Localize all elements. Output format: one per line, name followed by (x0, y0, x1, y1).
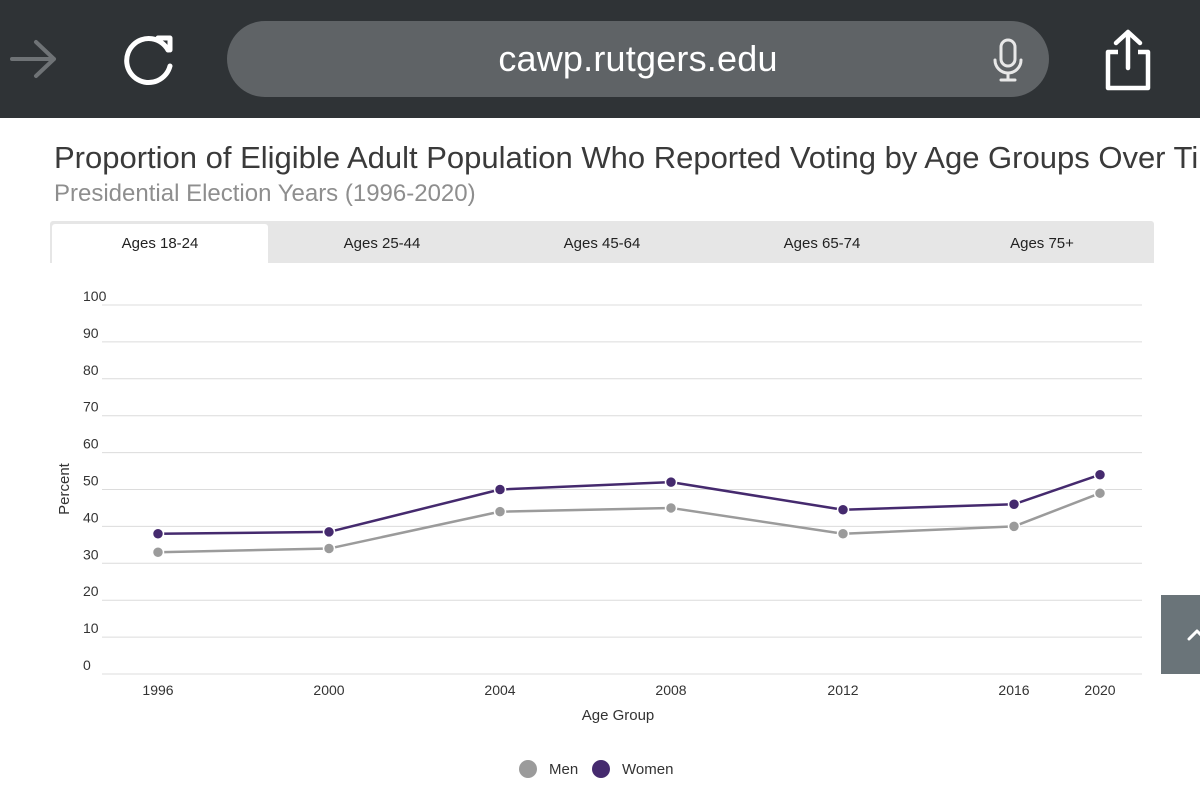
data-point-women[interactable] (836, 503, 850, 517)
data-point-men[interactable] (1007, 520, 1021, 533)
y-tick-label: 60 (83, 436, 99, 452)
age-group-tabs: Ages 18-24 Ages 25-44 Ages 45-64 Ages 65… (50, 221, 1154, 263)
x-tick-label: 2000 (313, 682, 344, 698)
y-tick-label: 20 (83, 583, 99, 599)
x-tick-label: 2012 (827, 682, 858, 698)
tab-ages-75-plus[interactable]: Ages 75+ (1010, 235, 1074, 252)
data-point-men[interactable] (151, 545, 165, 559)
y-tick-label: 10 (83, 620, 99, 636)
tab-ages-25-44[interactable]: Ages 25-44 (343, 235, 421, 252)
data-point-women[interactable] (664, 475, 678, 489)
microphone-icon[interactable] (991, 38, 1025, 82)
chart-title: Proportion of Eligible Adult Population … (54, 140, 1200, 175)
x-axis-ticks: 1996 2000 2004 2008 2012 2016 2020 (142, 682, 1115, 698)
y-tick-label: 30 (83, 546, 99, 562)
share-icon[interactable] (1098, 28, 1158, 92)
y-tick-label: 100 (83, 288, 107, 304)
forward-button[interactable] (8, 36, 60, 82)
data-point-men[interactable] (664, 501, 678, 515)
address-bar[interactable]: cawp.rutgers.edu (227, 21, 1049, 97)
data-point-women[interactable] (151, 527, 165, 541)
tab-ages-65-74[interactable]: Ages 65-74 (783, 235, 861, 252)
x-tick-label: 2008 (655, 682, 686, 698)
legend: Men Women (519, 760, 673, 778)
data-point-men[interactable] (1093, 486, 1107, 500)
x-tick-label: 1996 (142, 682, 173, 698)
x-tick-label: 2004 (484, 682, 515, 698)
tab-ages-18-24[interactable]: Ages 18-24 (52, 224, 268, 263)
data-point-men[interactable] (836, 527, 850, 541)
browser-toolbar: cawp.rutgers.edu (0, 0, 1200, 118)
y-tick-label: 90 (83, 325, 99, 341)
chart-subtitle: Presidential Election Years (1996-2020) (54, 180, 476, 207)
series-line-men (157, 492, 1101, 554)
gridlines (102, 304, 1142, 675)
y-tick-label: 70 (83, 399, 99, 415)
y-tick-label: 80 (83, 362, 99, 378)
data-point-women[interactable] (493, 483, 507, 496)
data-point-women[interactable] (1007, 498, 1021, 511)
x-tick-label: 2020 (1084, 682, 1115, 698)
y-tick-label: 0 (83, 657, 91, 673)
y-axis-ticks: 0 10 20 30 40 50 60 70 80 90 100 (83, 288, 107, 673)
scroll-top-button[interactable] (1161, 595, 1200, 674)
arrow-right-icon (10, 40, 56, 78)
legend-item-women[interactable]: Women (592, 760, 673, 778)
y-axis-title: Percent (56, 462, 73, 515)
x-tick-label: 2016 (998, 682, 1029, 698)
reload-icon (124, 35, 173, 85)
y-tick-label: 40 (83, 509, 99, 525)
tab-ages-45-64[interactable]: Ages 45-64 (563, 235, 641, 252)
data-point-women[interactable] (322, 525, 336, 539)
chevron-up-icon (1187, 629, 1200, 641)
data-point-men[interactable] (322, 542, 336, 555)
legend-item-men[interactable]: Men (519, 760, 578, 778)
url-text[interactable]: cawp.rutgers.edu (498, 38, 778, 79)
legend-label: Women (622, 761, 673, 778)
series-lines (151, 468, 1107, 559)
data-point-men[interactable] (493, 505, 507, 518)
x-axis-title: Age Group (582, 707, 655, 724)
series-line-women (157, 473, 1101, 536)
legend-label: Men (549, 761, 578, 778)
reload-button[interactable] (118, 30, 182, 88)
legend-marker (519, 760, 537, 778)
legend-marker (592, 760, 610, 778)
data-point-women[interactable] (1093, 468, 1107, 481)
y-tick-label: 50 (83, 473, 99, 489)
